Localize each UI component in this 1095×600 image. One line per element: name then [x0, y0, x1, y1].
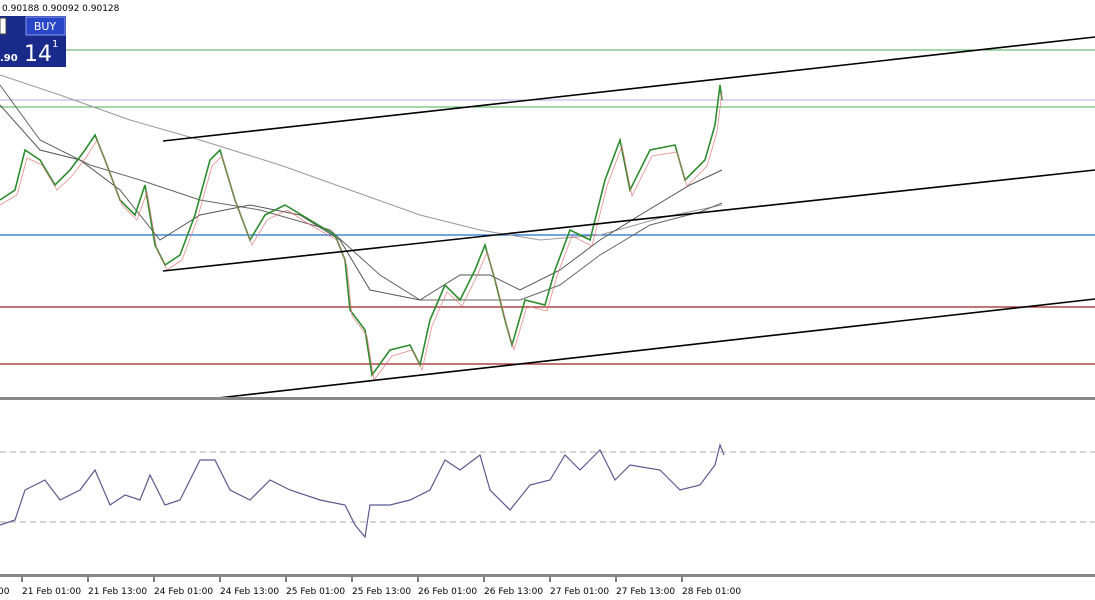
time-label: 00: [0, 587, 10, 597]
trend-line: [162, 36, 1095, 142]
time-label: 21 Feb 01:00: [22, 587, 81, 597]
time-label: 26 Feb 13:00: [484, 587, 543, 597]
time-label: 24 Feb 01:00: [154, 587, 213, 597]
time-label: 25 Feb 13:00: [352, 587, 411, 597]
time-label: 24 Feb 13:00: [220, 587, 279, 597]
time-label: 26 Feb 01:00: [418, 587, 477, 597]
price-sup: 1: [52, 39, 58, 50]
time-label: 27 Feb 13:00: [616, 587, 675, 597]
price-big: 14: [24, 42, 52, 67]
moving-average: [0, 84, 723, 301]
oscillator-line: [0, 443, 725, 539]
time-label: 27 Feb 01:00: [550, 587, 609, 597]
buy-label: BUY: [34, 20, 57, 33]
time-label: 25 Feb 01:00: [286, 587, 345, 597]
time-label: 21 Feb 13:00: [88, 587, 147, 597]
time-label: 28 Feb 01:00: [682, 587, 741, 597]
trend-line: [162, 169, 1095, 272]
time-axis: 00 21 Feb 01:00 21 Feb 13:00 24 Feb 01:00 24…: [0, 577, 741, 597]
moving-average: [0, 104, 723, 301]
trend-line: [217, 298, 1095, 399]
moving-average: [0, 74, 723, 241]
panel-separator: [0, 574, 1095, 577]
buy-button[interactable]: [25, 16, 66, 36]
ohlc-text: 0.90188 0.90092 0.90128: [2, 4, 120, 14]
volume-box[interactable]: [0, 17, 7, 35]
panel-separator: [0, 397, 1095, 400]
price-prefix: .90: [0, 53, 18, 64]
price-shadow: [0, 91, 723, 381]
